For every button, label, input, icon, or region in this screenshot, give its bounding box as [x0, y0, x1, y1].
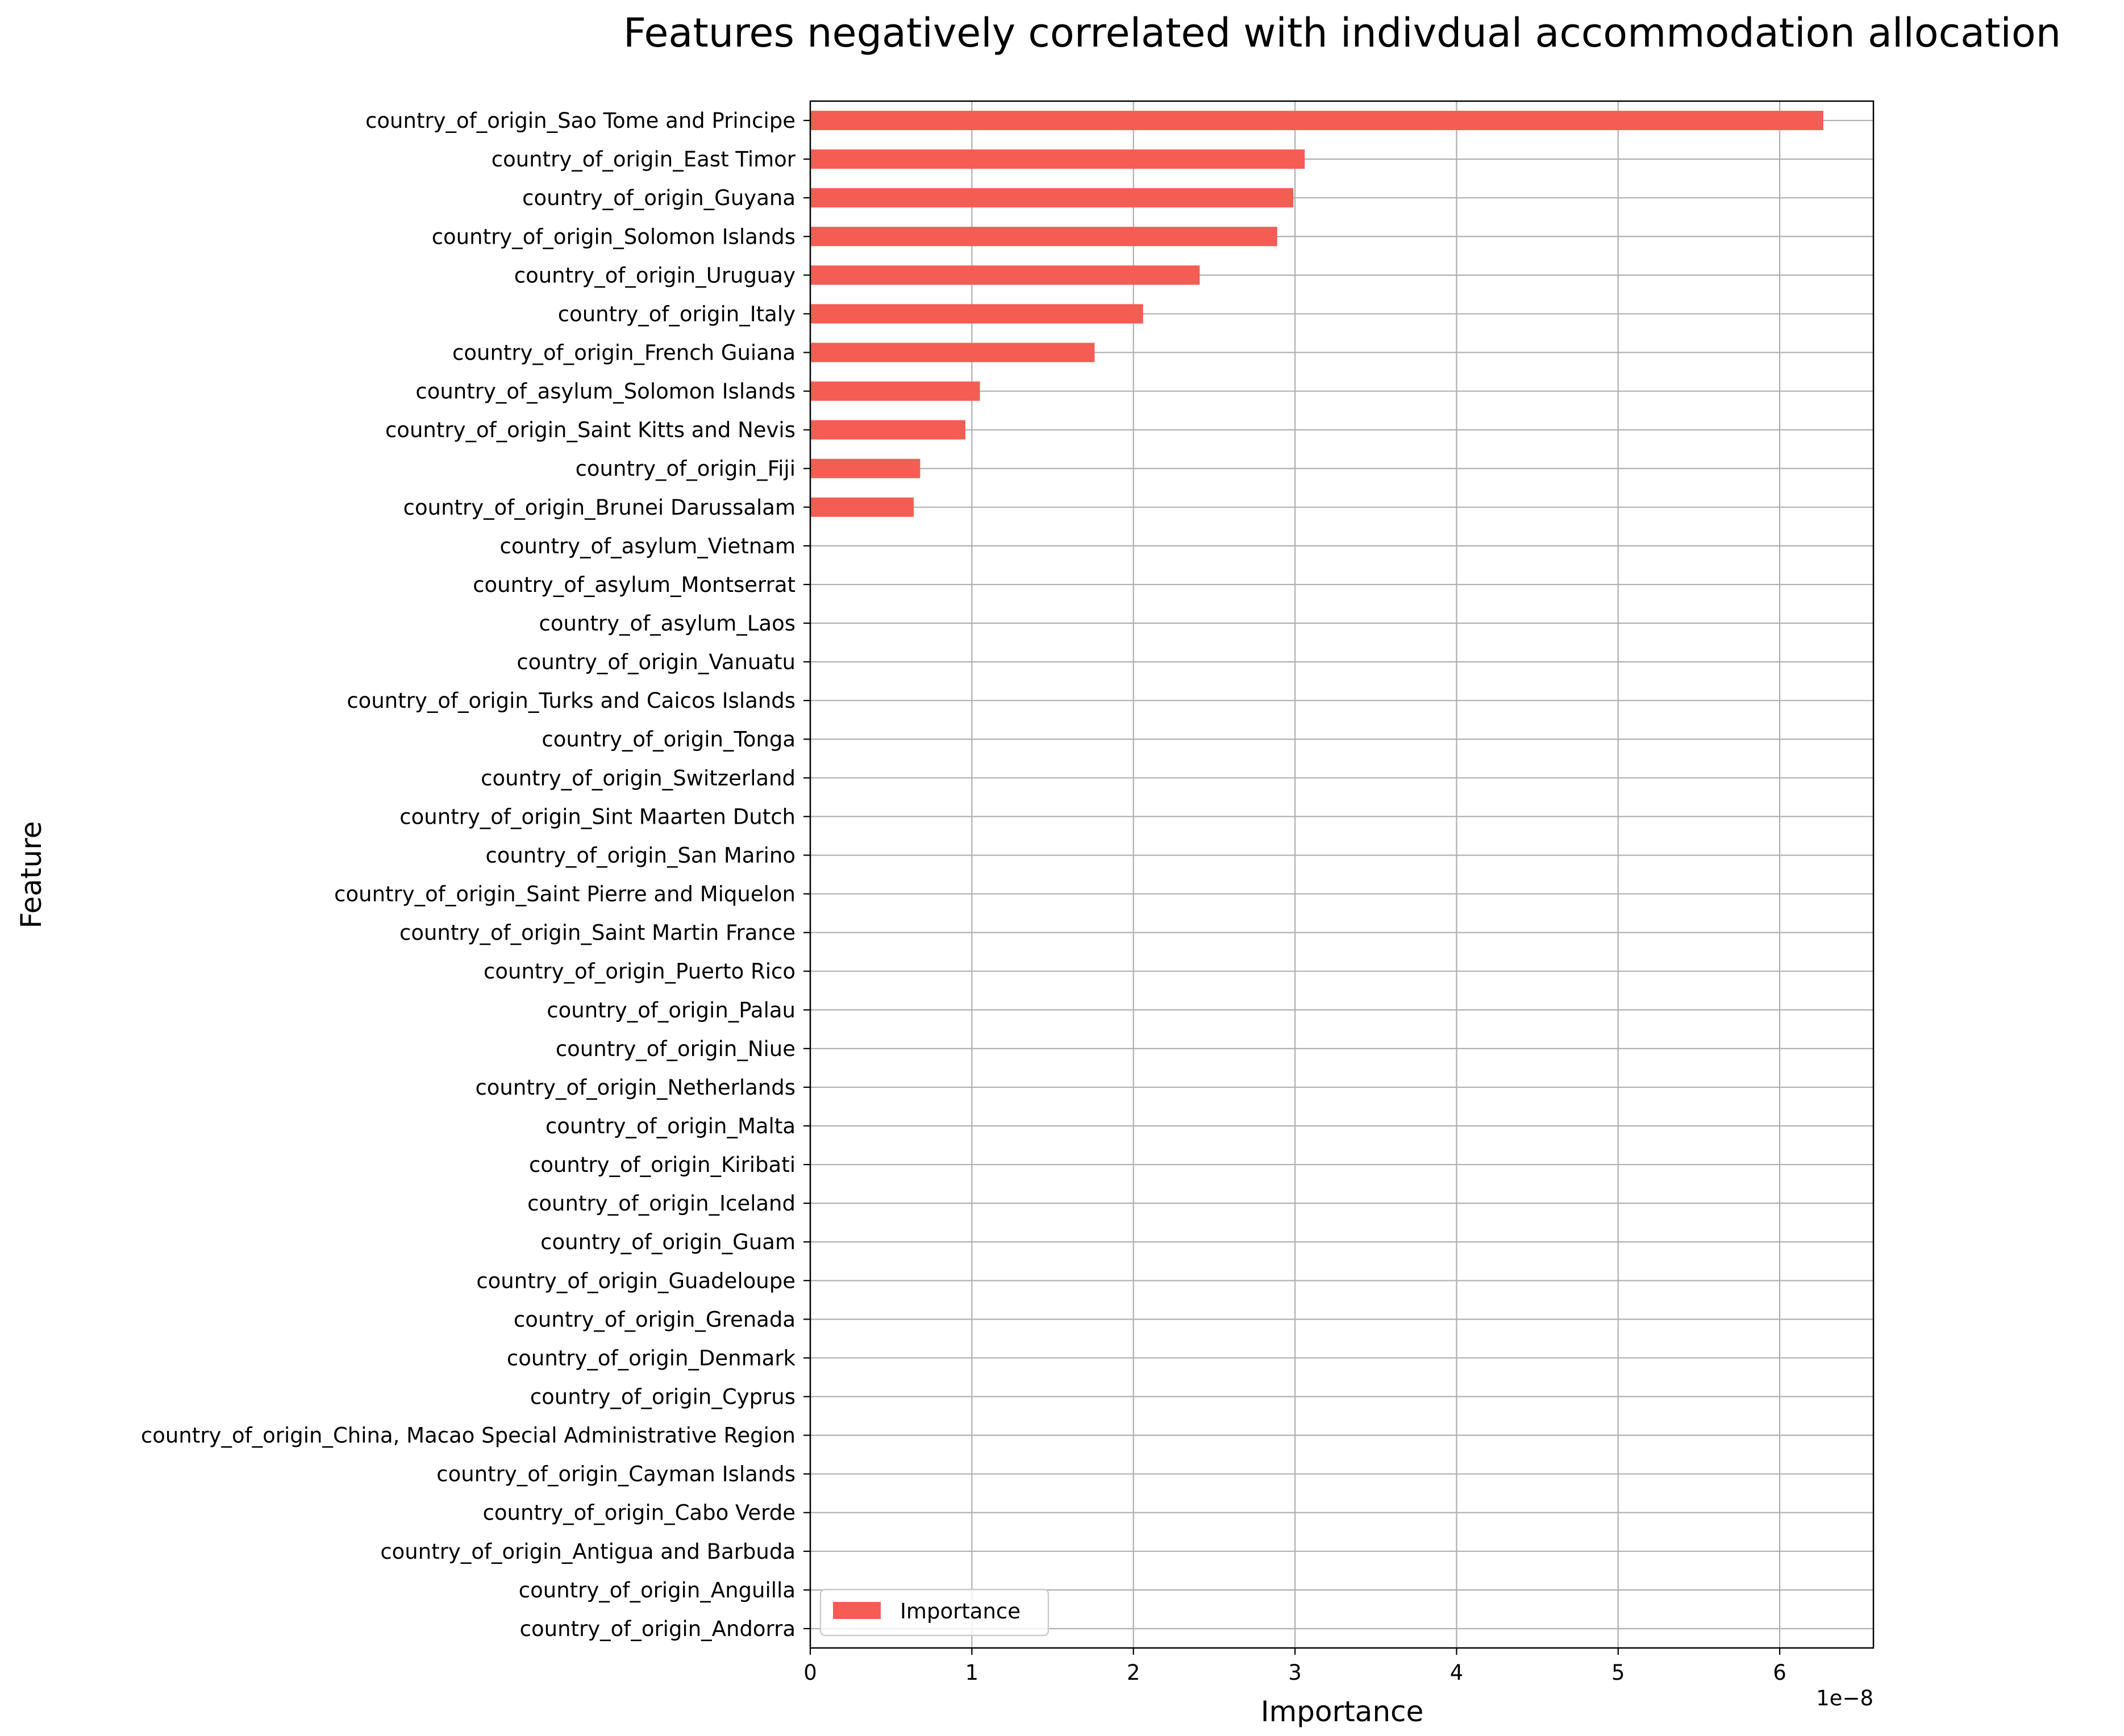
y-tick-label: country_of_asylum_Solomon Islands	[415, 379, 796, 404]
x-tick-label: 3	[1288, 1660, 1302, 1685]
x-tick-label: 4	[1450, 1660, 1464, 1685]
legend-swatch	[833, 1602, 881, 1619]
y-tick-label: country_of_origin_Kiribati	[529, 1153, 796, 1177]
bar	[810, 227, 1277, 247]
y-tick-label: country_of_origin_Solomon Islands	[432, 224, 796, 249]
y-tick-label: country_of_origin_Iceland	[527, 1191, 796, 1216]
y-tick-label: country_of_origin_China, Macao Special A…	[141, 1424, 796, 1448]
y-tick-label: country_of_origin_Brunei Darussalam	[403, 495, 796, 520]
legend-box	[819, 1588, 1049, 1637]
bar	[810, 497, 914, 517]
y-tick-label: country_of_origin_Turks and Caicos Islan…	[347, 688, 796, 713]
y-tick-label: country_of_asylum_Vietnam	[500, 534, 796, 558]
x-axis-offset-label: 1e−8	[1816, 1686, 1873, 1710]
y-axis-label: Feature	[15, 821, 48, 929]
y-axis-ticks: country_of_origin_Sao Tome and Principe c…	[141, 108, 810, 1641]
y-tick-label: country_of_origin_Guadeloupe	[476, 1268, 796, 1293]
y-tick-label: country_of_origin_Palau	[547, 998, 796, 1023]
bar	[810, 188, 1294, 208]
y-tick-label: country_of_origin_Netherlands	[475, 1075, 796, 1100]
chart-title: Features negatively correlated with indi…	[623, 10, 2061, 56]
y-tick-label: country_of_origin_Italy	[558, 302, 796, 326]
y-tick-label: country_of_origin_Cayman Islands	[436, 1462, 796, 1487]
bar	[810, 458, 921, 478]
y-tick-label: country_of_asylum_Montserrat	[473, 573, 796, 597]
y-tick-label: country_of_origin_Cyprus	[530, 1385, 796, 1409]
y-tick-label: country_of_origin_French Guiana	[452, 340, 796, 365]
y-tick-label: country_of_origin_Guam	[540, 1230, 796, 1254]
y-tick-label: country_of_origin_San Marino	[485, 843, 796, 867]
y-tick-label: country_of_origin_Grenada	[514, 1307, 796, 1332]
y-tick-label: country_of_origin_East Timor	[492, 147, 796, 172]
y-tick-label: country_of_origin_Saint Kitts and Nevis	[385, 418, 796, 443]
y-tick-label: country_of_origin_Cabo Verde	[483, 1501, 796, 1525]
y-tick-label: country_of_origin_Saint Martin France	[399, 921, 796, 945]
y-tick-label: country_of_origin_Sao Tome and Principe	[365, 108, 796, 133]
legend-label: Importance	[900, 1599, 1021, 1624]
x-tick-label: 1	[965, 1660, 979, 1685]
x-tick-label: 0	[803, 1660, 817, 1685]
y-tick-label: country_of_origin_Niue	[556, 1037, 796, 1061]
bar	[810, 304, 1143, 324]
legend: Importance	[819, 1588, 1049, 1637]
y-tick-label: country_of_origin_Malta	[545, 1114, 796, 1138]
y-tick-label: country_of_origin_Antigua and Barbuda	[380, 1539, 796, 1564]
x-axis-ticks: 0 1 2 3 4 5 6	[803, 1648, 1786, 1685]
x-axis-label: Importance	[1261, 1695, 1424, 1728]
bar	[810, 149, 1305, 169]
y-tick-label: country_of_origin_Switzerland	[481, 766, 796, 790]
bar	[810, 381, 980, 401]
y-tick-label: country_of_origin_Andorra	[520, 1617, 796, 1641]
plot-area-frame	[809, 100, 1875, 1649]
y-tick-label: country_of_origin_Tonga	[542, 727, 796, 752]
x-tick-label: 2	[1127, 1660, 1140, 1685]
y-tick-label: country_of_origin_Denmark	[507, 1346, 796, 1370]
y-tick-label: country_of_origin_Anguilla	[519, 1578, 796, 1603]
y-tick-label: country_of_origin_Saint Pierre and Mique…	[334, 882, 796, 907]
y-tick-label: country_of_origin_Fiji	[576, 457, 796, 481]
bars	[810, 111, 1823, 517]
y-tick-label: country_of_origin_Sint Maarten Dutch	[399, 804, 796, 829]
y-tick-label: country_of_origin_Guyana	[522, 186, 796, 210]
y-tick-label: country_of_origin_Uruguay	[514, 263, 796, 287]
y-tick-label: country_of_asylum_Laos	[539, 611, 796, 636]
bar	[810, 420, 965, 440]
y-tick-label: country_of_origin_Vanuatu	[517, 650, 796, 674]
bar	[810, 111, 1823, 131]
y-tick-label: country_of_origin_Puerto Rico	[484, 959, 796, 984]
x-tick-label: 6	[1773, 1660, 1786, 1685]
x-tick-label: 5	[1611, 1660, 1625, 1685]
bar	[810, 265, 1200, 285]
bar	[810, 343, 1095, 362]
